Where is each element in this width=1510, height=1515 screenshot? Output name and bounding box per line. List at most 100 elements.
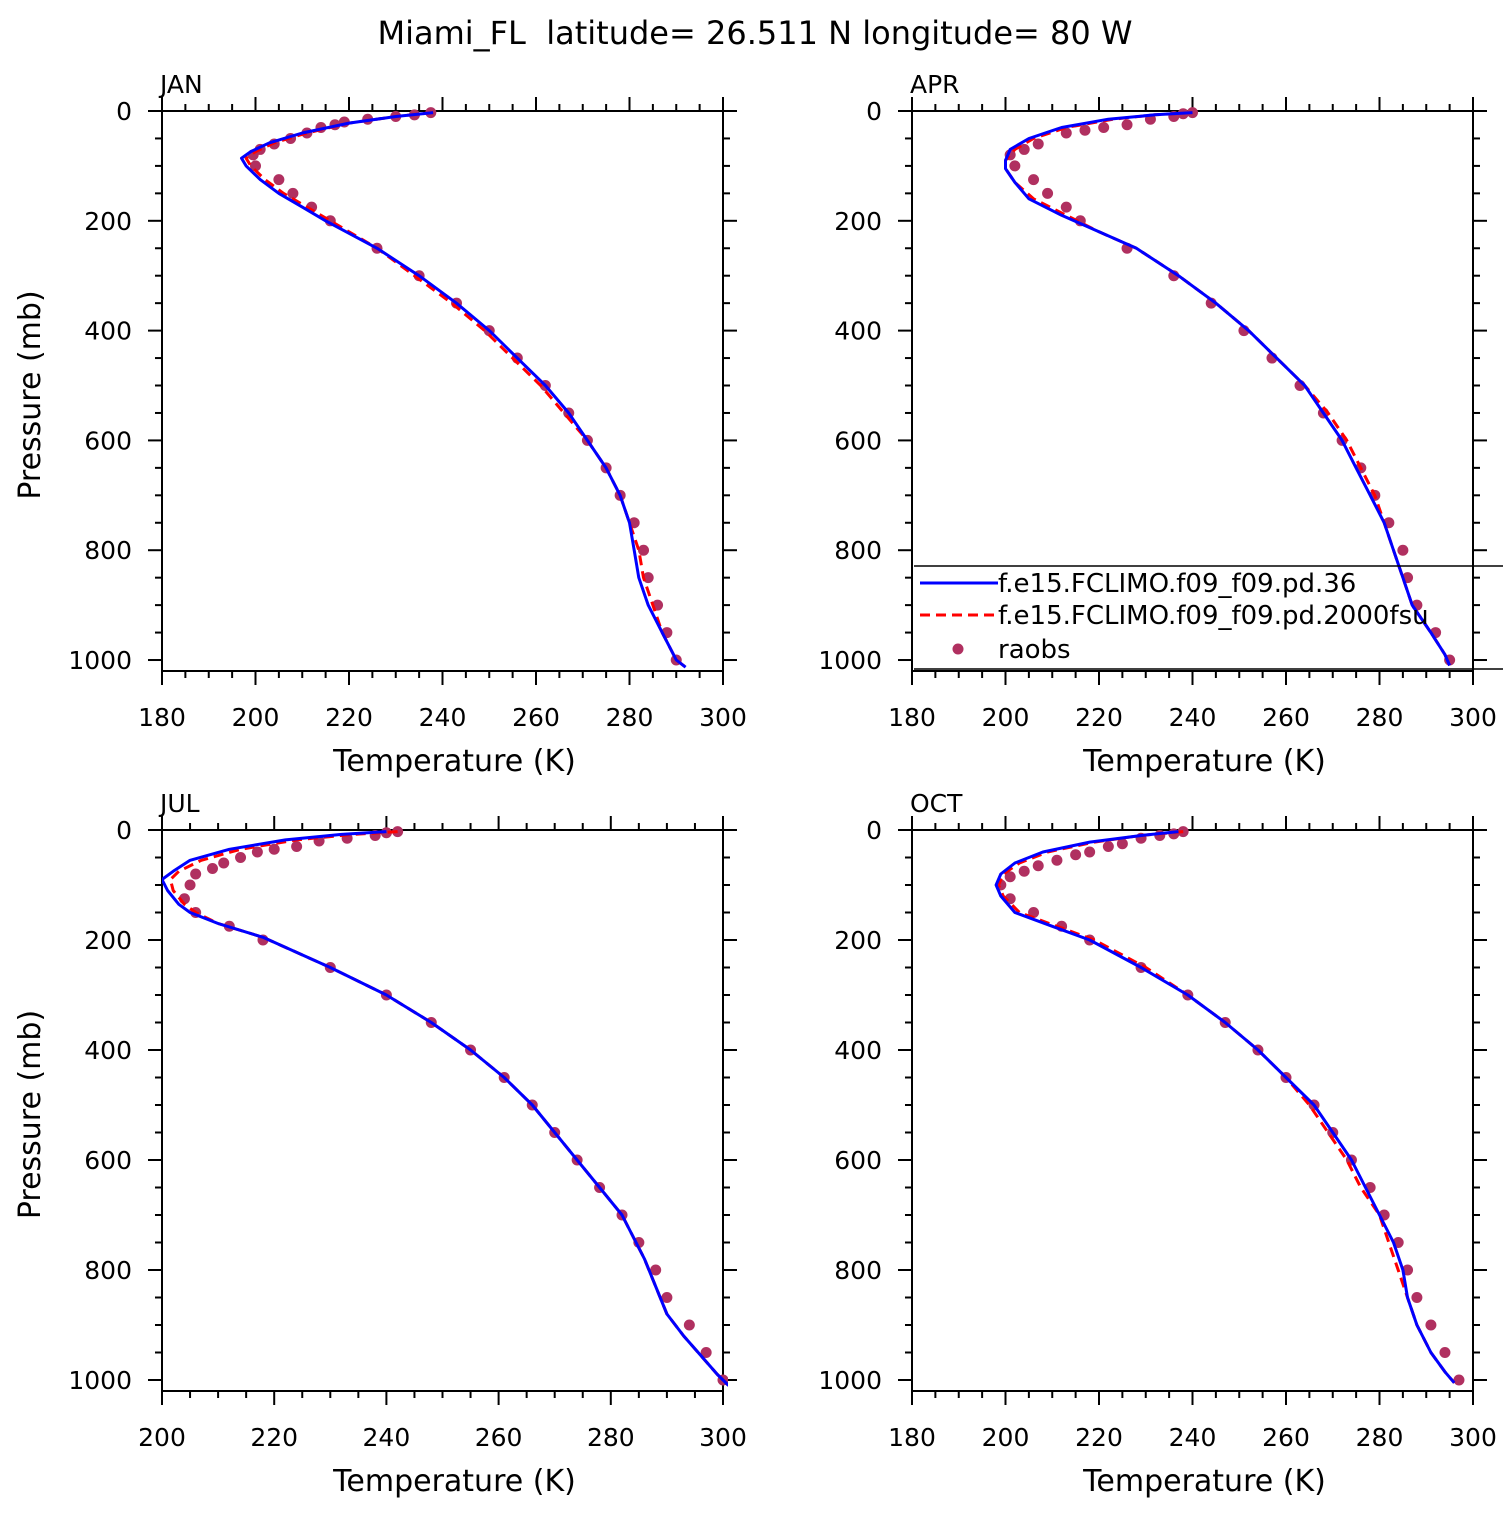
x-axis-label: Temperature (K) xyxy=(332,1464,576,1499)
raobs-point xyxy=(1079,124,1091,136)
y-tick-label: 800 xyxy=(834,536,882,565)
y-tick-label: 200 xyxy=(834,207,882,236)
raobs-point xyxy=(250,160,261,172)
raobs-point xyxy=(1425,1319,1437,1331)
y-tick-label: 600 xyxy=(834,1146,882,1175)
y-tick-label: 1000 xyxy=(68,1366,132,1395)
panel-apr: 180 200 220 240 260 280 300 0 200 400 600 800 1000 AP… xyxy=(818,70,1496,779)
y-tick-label: 200 xyxy=(834,926,882,955)
x-tick-label: 280 xyxy=(606,703,654,732)
raobs-point xyxy=(1060,201,1072,213)
x-tick-label: 200 xyxy=(982,1423,1030,1452)
figure-title: Miami_FL latitude= 26.511 N longitude= 8… xyxy=(377,14,1132,52)
x-tick-label: 240 xyxy=(1169,703,1217,732)
panel-label: JUL xyxy=(158,789,200,818)
y-tick-label: 0 xyxy=(866,97,882,126)
y-tick-label: 600 xyxy=(834,426,882,455)
panels: 180 200 220 240 260 280 300 0 200 400 600 800 1000 JA… xyxy=(13,70,1497,1499)
y-tick-label: 800 xyxy=(834,1256,882,1285)
raobs-point xyxy=(1411,1292,1423,1303)
raobs-point xyxy=(1098,121,1110,133)
x-tick-label: 240 xyxy=(419,703,467,732)
raobs-point xyxy=(1042,187,1054,199)
series-line-2000fsu xyxy=(244,111,687,669)
panel-label: OCT xyxy=(910,789,963,818)
panel-label: APR xyxy=(910,70,960,99)
legend-label: f.e15.FCLIMO.f09_f09.pd.2000fsu xyxy=(998,601,1429,631)
series-line-pd36 xyxy=(240,111,687,669)
panel-jul: 200 220 240 260 280 300 0 200 400 600 800 1000 JUL Te… xyxy=(13,789,747,1499)
panel-label: JAN xyxy=(158,70,203,99)
raobs-point xyxy=(1032,138,1044,150)
plot-frame xyxy=(161,110,724,672)
y-tick-label: 400 xyxy=(84,317,132,346)
series-line-pd36 xyxy=(1004,111,1451,667)
y-tick-label: 600 xyxy=(84,1146,132,1175)
x-tick-label: 220 xyxy=(325,703,373,732)
raobs-point xyxy=(287,187,299,199)
y-axis-label: Pressure (mb) xyxy=(13,290,48,499)
y-tick-label: 800 xyxy=(84,1256,132,1285)
panel-jan: 180 200 220 240 260 280 300 0 200 400 600 800 1000 JA… xyxy=(13,70,747,779)
raobs-point xyxy=(700,1347,712,1358)
plot-area xyxy=(1004,107,1456,667)
x-tick-label: 300 xyxy=(699,703,747,732)
raobs-point xyxy=(1060,127,1072,139)
x-tick-label: 280 xyxy=(1356,703,1404,732)
raobs-point xyxy=(1028,174,1040,186)
plot-frame xyxy=(911,829,1474,1392)
x-tick-label: 240 xyxy=(1169,1423,1217,1452)
x-tick-label: 200 xyxy=(982,703,1030,732)
raobs-point xyxy=(683,1319,695,1331)
raobs-point xyxy=(638,544,650,556)
raobs-point xyxy=(218,857,230,869)
x-tick-label: 260 xyxy=(475,1423,523,1452)
y-tick-label: 0 xyxy=(116,816,132,845)
y-tick-label: 400 xyxy=(84,1036,132,1065)
x-tick-label: 280 xyxy=(1356,1423,1404,1452)
raobs-point xyxy=(1032,860,1044,872)
y-axis-label: Pressure (mb) xyxy=(13,1010,48,1219)
raobs-point xyxy=(1084,846,1096,858)
x-tick-label: 300 xyxy=(1449,1423,1497,1452)
x-tick-label: 220 xyxy=(1075,703,1123,732)
y-tick-label: 0 xyxy=(116,97,132,126)
raobs-point xyxy=(235,852,247,863)
series-line-pd36 xyxy=(994,830,1456,1384)
raobs-point xyxy=(1004,871,1016,883)
x-tick-label: 200 xyxy=(138,1423,186,1452)
plot-frame xyxy=(161,829,724,1392)
x-tick-label: 180 xyxy=(138,703,186,732)
legend-swatch-dot xyxy=(952,643,964,655)
raobs-point xyxy=(650,1264,662,1276)
y-tick-label: 200 xyxy=(84,926,132,955)
x-axis-label: Temperature (K) xyxy=(1082,1464,1326,1499)
x-tick-label: 220 xyxy=(250,1423,298,1452)
plot-area xyxy=(994,826,1465,1386)
legend: f.e15.FCLIMO.f09_f09.pd.36f.e15.FCLIMO.f… xyxy=(914,565,1503,670)
x-tick-label: 180 xyxy=(888,703,936,732)
raobs-point xyxy=(184,879,196,891)
raobs-point xyxy=(1018,865,1030,877)
raobs-point xyxy=(1051,854,1063,866)
raobs-point xyxy=(1102,841,1114,852)
x-axis-label: Temperature (K) xyxy=(332,744,576,779)
y-tick-label: 400 xyxy=(834,1036,882,1065)
x-tick-label: 180 xyxy=(888,1423,936,1452)
y-tick-label: 1000 xyxy=(68,646,132,675)
raobs-point xyxy=(1009,160,1021,172)
x-tick-label: 200 xyxy=(232,703,280,732)
raobs-point xyxy=(1121,119,1133,131)
raobs-point xyxy=(392,826,404,838)
raobs-point xyxy=(273,174,285,186)
y-tick-label: 600 xyxy=(84,426,132,455)
raobs-point xyxy=(1439,1347,1451,1358)
series-line-2000fsu xyxy=(1004,111,1451,667)
x-tick-label: 300 xyxy=(1449,703,1497,732)
x-tick-label: 260 xyxy=(512,703,560,732)
y-tick-label: 1000 xyxy=(818,646,882,675)
series-line-pd36 xyxy=(162,830,728,1387)
x-tick-label: 260 xyxy=(1262,1423,1310,1452)
